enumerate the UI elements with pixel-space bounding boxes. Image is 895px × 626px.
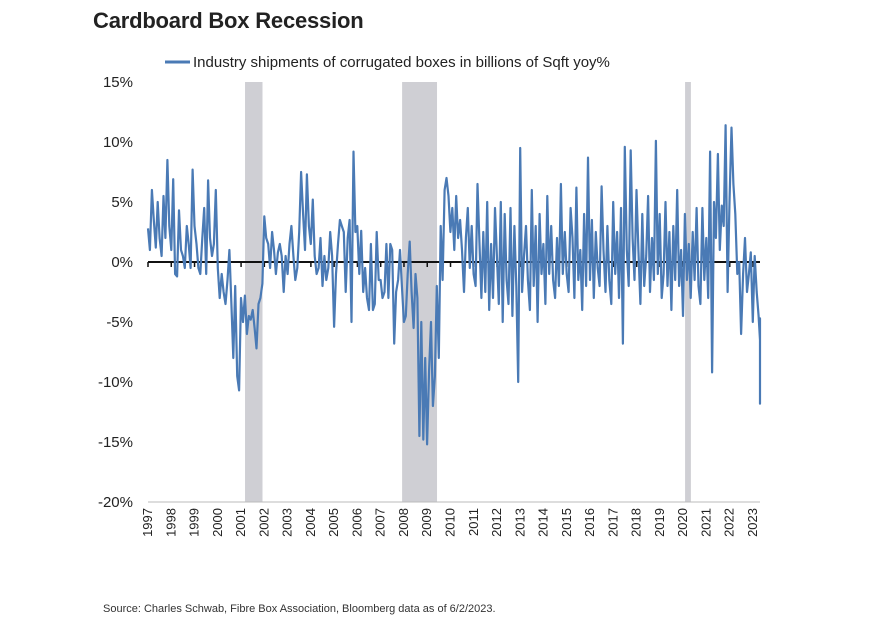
legend-label: Industry shipments of corrugated boxes i… — [193, 54, 610, 71]
x-tick-label: 2003 — [280, 508, 295, 537]
x-tick-label: 2005 — [326, 508, 341, 537]
x-tick-label: 2023 — [745, 508, 760, 537]
chart-title: Cardboard Box Recession — [93, 8, 364, 33]
series-line-1 — [146, 124, 762, 446]
x-tick-label: 2001 — [233, 508, 248, 537]
x-tick-label: 2020 — [675, 508, 690, 537]
y-tick-label: 5% — [111, 194, 133, 211]
x-tick-label: 2022 — [722, 508, 737, 537]
x-tick-label: 2010 — [443, 508, 458, 537]
x-tick-label: 1997 — [140, 508, 155, 537]
y-tick-label: -10% — [98, 374, 133, 391]
x-tick-label: 2012 — [489, 508, 504, 537]
y-tick-label: 15% — [103, 74, 133, 91]
x-tick-label: 2011 — [466, 508, 481, 536]
legend: Industry shipments of corrugated boxes i… — [165, 54, 610, 71]
y-axis: 15% 10% 5% 0% -5% -10% -15% -20% — [98, 74, 133, 511]
y-tick-label: 10% — [103, 134, 133, 151]
recession-band-1 — [245, 82, 263, 502]
recession-band-3 — [685, 82, 691, 502]
x-tick-label: 2004 — [303, 508, 318, 537]
y-tick-label: -5% — [106, 314, 133, 331]
x-tick-label: 2008 — [396, 508, 411, 537]
source-note: Source: Charles Schwab, Fibre Box Associ… — [103, 603, 496, 615]
x-tick-label: 2009 — [419, 508, 434, 537]
x-tick-label: 2006 — [349, 508, 364, 537]
x-tick-label: 2017 — [605, 508, 620, 537]
x-tick-label: 2002 — [256, 508, 271, 537]
x-tick-label: 1999 — [187, 508, 202, 537]
x-tick-label: 2015 — [559, 508, 574, 537]
x-tick-label: 2019 — [652, 508, 667, 537]
x-tick-label: 1998 — [163, 508, 178, 537]
x-tick-label: 2007 — [373, 508, 388, 537]
x-tick-label: 2000 — [210, 508, 225, 537]
y-tick-label: 0% — [111, 254, 133, 271]
x-tick-label: 2016 — [582, 508, 597, 537]
y-tick-label: -15% — [98, 434, 133, 451]
x-tick-label: 2018 — [629, 508, 644, 537]
x-tick-label: 2013 — [512, 508, 527, 537]
x-tick-label: 2014 — [536, 508, 551, 537]
x-axis: 1997 1998 1999 2000 2001 2002 2003 2004 2005 2006… — [140, 501, 760, 537]
x-tick-label: 2021 — [698, 508, 713, 537]
y-tick-label: -20% — [98, 494, 133, 511]
series-line-layer — [146, 124, 762, 446]
